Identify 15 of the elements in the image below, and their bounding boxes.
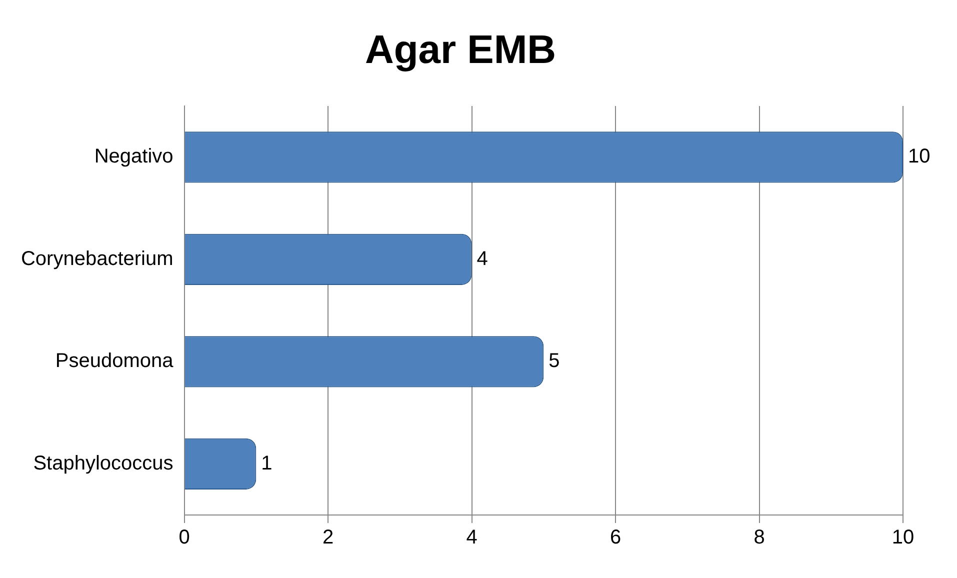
x-tick-label: 8: [754, 526, 765, 549]
y-tick-label: Corynebacterium: [20, 248, 174, 270]
y-tick-label: Staphylococcus: [33, 452, 174, 474]
x-tick-label: 2: [322, 526, 334, 549]
y-tick-label: Pseudomona: [55, 350, 174, 372]
y-tick-label: Negativo: [94, 146, 174, 168]
chart-title: Agar EMB: [364, 28, 556, 72]
x-tick-label: 4: [466, 526, 478, 549]
x-tick-label: 6: [610, 526, 622, 549]
data-label: 1: [261, 452, 272, 474]
data-label: 5: [548, 350, 560, 372]
x-tick-label: 0: [178, 526, 190, 549]
data-label: 4: [476, 248, 488, 270]
x-tick-label: 10: [892, 526, 914, 549]
data-label: 10: [908, 146, 930, 168]
